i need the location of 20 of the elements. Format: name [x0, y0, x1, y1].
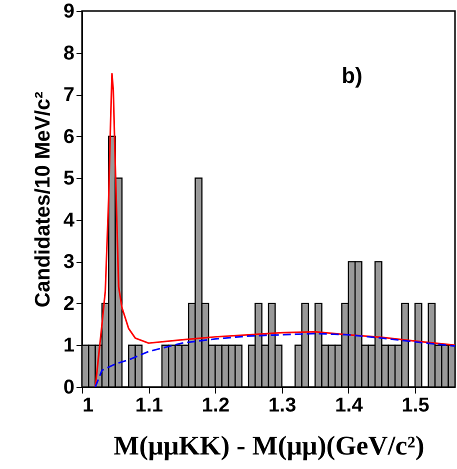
x-tick-label: 1.2	[202, 394, 230, 416]
y-tick-label: 5	[63, 168, 74, 190]
x-axis-title: M(μμKK) - M(μμ)(GeV/c²)	[114, 430, 424, 460]
y-tick-label: 1	[63, 334, 74, 357]
y-tick-label: 9	[63, 0, 74, 22]
y-tick-label: 6	[63, 126, 74, 148]
y-tick-label: 7	[63, 84, 74, 106]
x-tick-label: 1.4	[335, 394, 364, 416]
x-tick-label: 1	[82, 394, 94, 416]
x-tick-label: 1.5	[402, 394, 430, 416]
y-tick-label: 3	[63, 251, 74, 274]
y-tick-label: 8	[63, 42, 74, 64]
y-tick-label: 0	[63, 376, 74, 398]
x-tick-label: 1.1	[135, 394, 164, 416]
annotation: b)	[342, 63, 362, 88]
line-series	[94, 332, 456, 388]
x-tick-label: 1.3	[268, 394, 296, 416]
y-tick-label: 2	[63, 292, 74, 315]
y-tick-label: 4	[63, 209, 76, 232]
y-axis-title: Candidates/10 MeV/c²	[31, 92, 54, 308]
